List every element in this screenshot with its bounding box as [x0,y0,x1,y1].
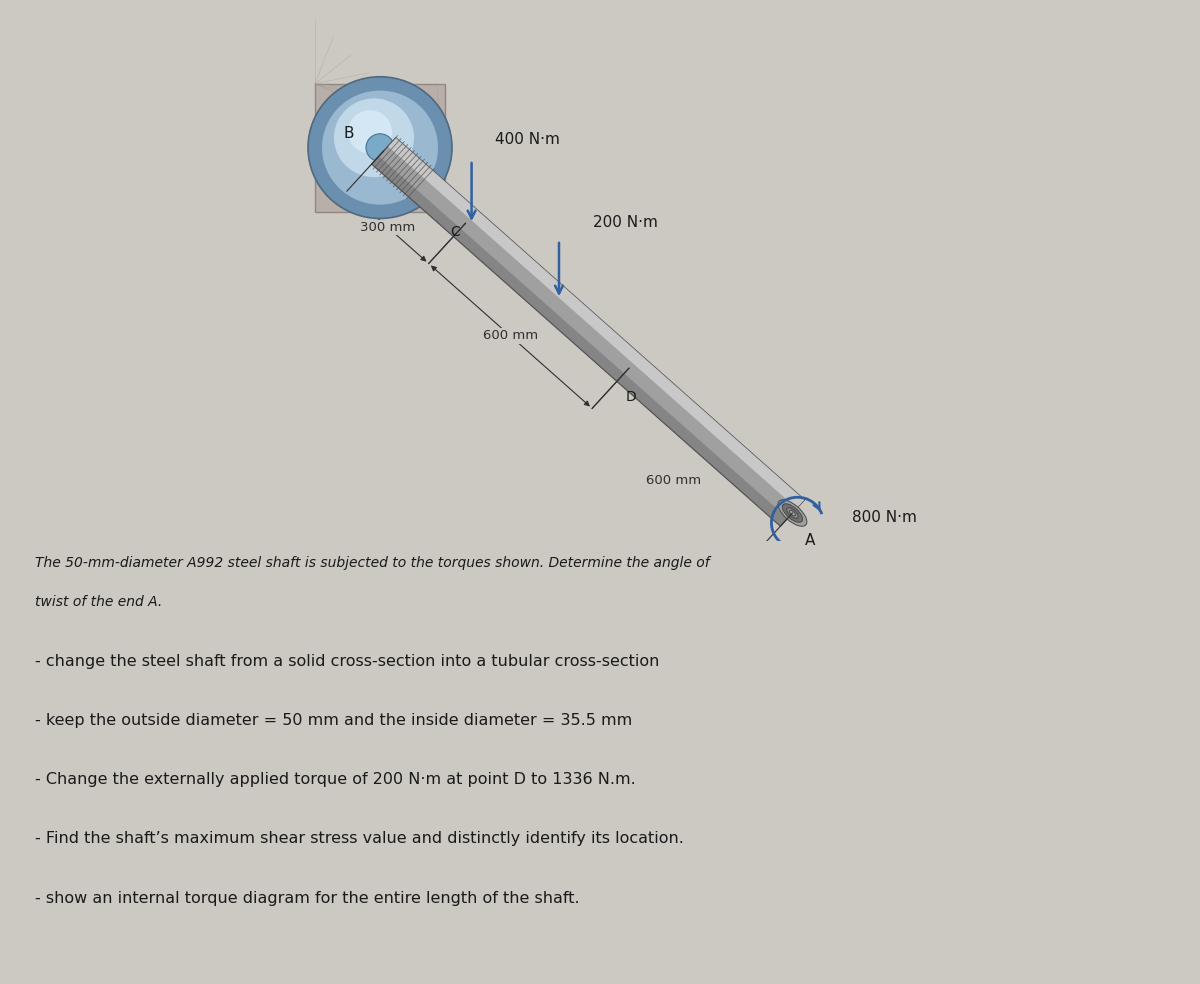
Text: 200 N·m: 200 N·m [593,215,659,230]
Text: 800 N·m: 800 N·m [852,511,917,525]
Text: twist of the end A.: twist of the end A. [35,595,162,609]
Circle shape [348,110,392,154]
Polygon shape [388,138,804,509]
Polygon shape [372,156,787,526]
Circle shape [308,77,452,218]
Polygon shape [372,138,804,526]
Ellipse shape [778,500,806,526]
Ellipse shape [790,511,796,516]
Text: - Change the externally applied torque of 200 N·m at point D to 1336 N.m.: - Change the externally applied torque o… [35,772,636,787]
Circle shape [334,98,414,177]
Bar [314,84,445,212]
Text: 600 mm: 600 mm [647,474,702,487]
Circle shape [366,134,394,161]
Text: 300 mm: 300 mm [360,220,415,234]
Text: B: B [343,126,354,141]
Ellipse shape [787,508,798,519]
Text: D: D [625,390,636,403]
Text: 400 N·m: 400 N·m [496,132,560,147]
Text: 600 mm: 600 mm [482,330,538,342]
Text: - Find the shaft’s maximum shear stress value and distinctly identify its locati: - Find the shaft’s maximum shear stress … [35,831,684,846]
Text: The 50-mm-diameter A992 steel shaft is subjected to the torques shown. Determine: The 50-mm-diameter A992 steel shaft is s… [35,556,709,570]
Ellipse shape [782,504,803,523]
Text: - change the steel shaft from a solid cross-section into a tubular cross-section: - change the steel shaft from a solid cr… [35,654,659,669]
Text: - keep the outside diameter = 50 mm and the inside diameter = 35.5 mm: - keep the outside diameter = 50 mm and … [35,713,632,728]
Text: C: C [451,225,461,239]
Text: A: A [804,532,815,548]
Circle shape [322,91,438,205]
Text: - show an internal torque diagram for the entire length of the shaft.: - show an internal torque diagram for th… [35,891,580,905]
